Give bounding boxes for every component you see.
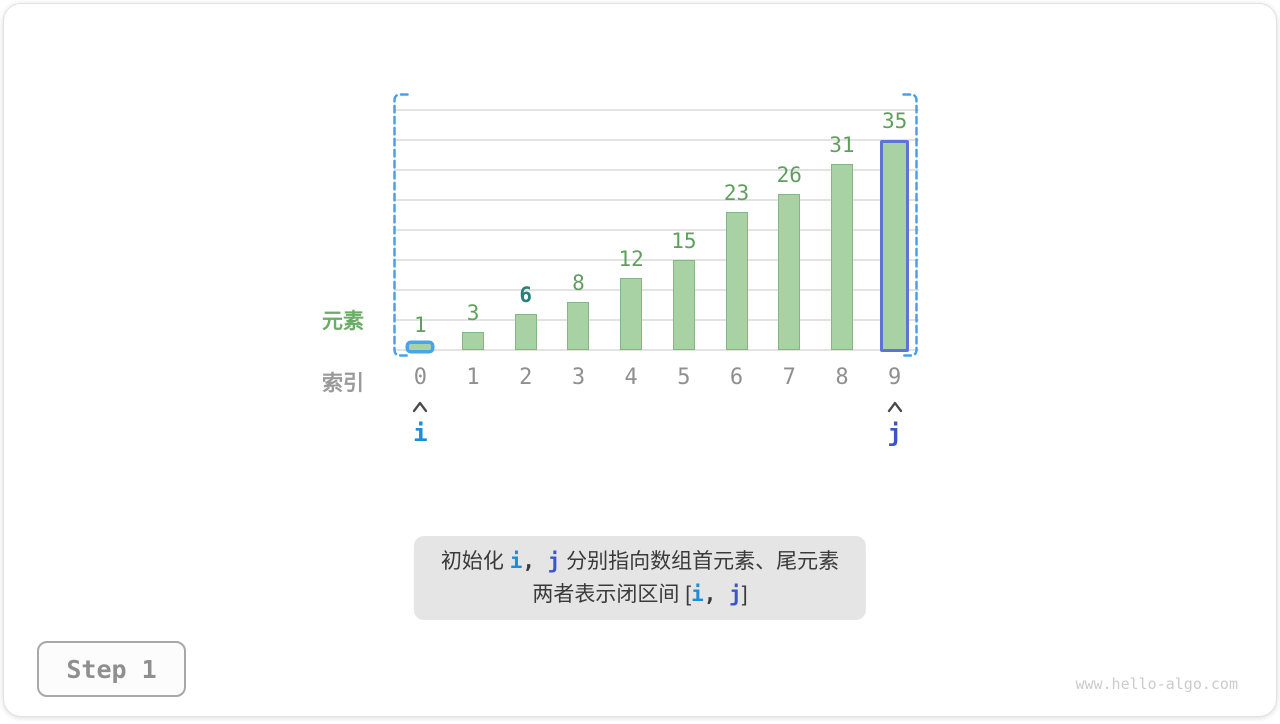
pointer-arrow-icon (412, 400, 428, 413)
bar-value-label: 26 (776, 163, 802, 187)
pointer-label-j: j (887, 419, 902, 447)
gridline (394, 199, 919, 201)
array-bar (620, 278, 643, 350)
array-bar (409, 344, 432, 350)
watermark: www.hello-algo.com (1075, 675, 1238, 693)
bar-value-label: 23 (723, 181, 750, 205)
caption-box: 初始化 i, j 分别指向数组首元素、尾元素 两者表示闭区间 [i, j] (413, 536, 867, 620)
index-label: 5 (677, 365, 691, 390)
index-label: 3 (571, 365, 586, 390)
array-bar (672, 260, 695, 350)
bar-value-label: 12 (618, 247, 644, 271)
array-bar (514, 314, 537, 350)
step-badge: Step 1 (37, 641, 186, 697)
caption-separator: , (703, 582, 730, 606)
array-bar (830, 164, 853, 350)
gridline (394, 349, 919, 351)
gridline (394, 259, 919, 261)
pointer-j-ref: j (729, 582, 742, 606)
gridline (394, 289, 919, 291)
bar-value-label: 35 (881, 109, 908, 133)
bar-value-label: 3 (466, 301, 480, 325)
bar-value-label: 8 (572, 271, 585, 295)
index-label: 1 (466, 365, 480, 390)
pointer-i-ref: i (509, 549, 523, 573)
index-label: 8 (835, 365, 849, 390)
caption-text: 两者表示闭区间 [ (532, 583, 692, 606)
array-bar (778, 194, 801, 350)
pointer-i-ref: i (691, 582, 704, 606)
pointer-j-ref: j (547, 549, 561, 573)
array-bar (880, 140, 910, 352)
bar-value-label: 6 (519, 283, 533, 307)
bar-value-label: 1 (414, 313, 427, 337)
caption-line-1: 初始化 i, j 分别指向数组首元素、尾元素 (441, 545, 839, 578)
caption-separator: , (522, 549, 548, 573)
index-label: 7 (782, 365, 796, 390)
caption-line-2: 两者表示闭区间 [i, j] (441, 578, 839, 611)
caption-text: 分别指向数组首元素、尾元素 (560, 550, 840, 573)
bar-value-label: 15 (671, 229, 697, 253)
gridline (394, 229, 919, 231)
bar-value-label: 31 (829, 133, 855, 157)
index-label: 6 (729, 365, 744, 390)
gridline (394, 319, 919, 321)
gridline (394, 169, 919, 171)
elements-row-label: 元素 (322, 310, 364, 333)
array-bar (462, 332, 485, 350)
caption-text: ] (741, 583, 748, 606)
index-label: 0 (413, 365, 427, 390)
index-label: 4 (624, 365, 638, 390)
index-label: 9 (888, 365, 902, 390)
indices-row-label: 索引 (322, 372, 364, 395)
array-bar (567, 302, 590, 350)
index-label: 2 (519, 365, 533, 390)
gridline (394, 139, 919, 141)
caption-text: 初始化 (440, 550, 510, 573)
gridline (394, 109, 919, 111)
pointer-label-i: i (413, 419, 428, 447)
pointer-arrow-icon (887, 400, 903, 413)
array-bar (725, 212, 748, 350)
